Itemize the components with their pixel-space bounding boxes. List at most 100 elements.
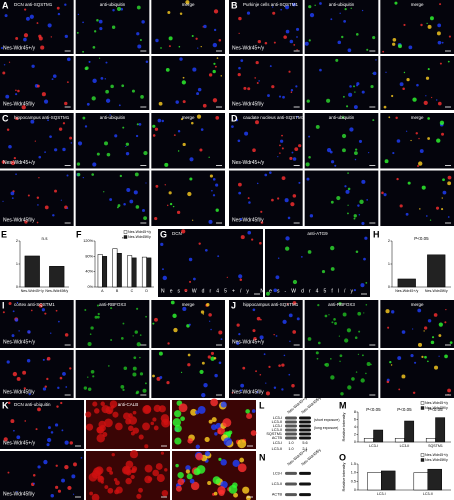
stain	[57, 489, 62, 493]
stain	[37, 465, 41, 469]
stain	[201, 361, 205, 365]
stain	[402, 87, 405, 91]
panel-title: anti-ATG9	[307, 231, 328, 236]
stain	[206, 303, 210, 307]
stain	[50, 36, 53, 38]
stain	[317, 304, 320, 307]
panel-title: DCN anti-ubiquitin	[14, 402, 51, 407]
stain	[203, 24, 207, 29]
stain	[391, 310, 395, 314]
stain	[137, 44, 142, 49]
stain	[435, 99, 438, 101]
bar	[381, 470, 396, 491]
stain	[279, 152, 281, 154]
legend-label: Nes-Wdr45+/y	[425, 401, 448, 405]
stain	[60, 401, 63, 405]
stain	[357, 353, 360, 355]
stain	[255, 120, 259, 125]
bar	[435, 417, 446, 443]
stain	[10, 160, 16, 166]
micrograph	[75, 350, 150, 398]
stain	[123, 202, 126, 206]
stain	[358, 139, 363, 143]
stain	[412, 328, 414, 330]
exposure-note: (long exposure)	[314, 426, 338, 430]
stain	[345, 189, 350, 194]
stain	[344, 7, 347, 11]
micrograph	[75, 113, 150, 169]
stain	[120, 7, 124, 11]
stain	[155, 184, 159, 188]
stain	[196, 114, 202, 119]
stain	[334, 322, 337, 325]
stain	[447, 175, 452, 180]
stain	[372, 119, 375, 122]
stain	[251, 409, 256, 413]
stain	[174, 410, 182, 418]
stain	[182, 76, 185, 79]
bar	[102, 256, 108, 288]
stain	[50, 431, 54, 434]
stain	[424, 326, 428, 330]
stain	[164, 184, 166, 186]
stain	[36, 84, 40, 88]
stain	[238, 332, 241, 336]
stain	[185, 0, 190, 5]
stain	[64, 440, 69, 445]
stain	[449, 341, 453, 344]
stain	[326, 98, 331, 103]
exposure-note: (short exposure)	[314, 418, 339, 422]
stain	[106, 466, 113, 473]
y-tick-label: 80%	[85, 254, 93, 258]
micrograph	[0, 451, 84, 500]
stain	[339, 354, 343, 358]
stain	[64, 34, 68, 39]
stain	[198, 242, 201, 245]
stain	[207, 480, 212, 485]
stain	[145, 315, 147, 318]
stain	[307, 250, 312, 254]
stain	[385, 71, 387, 73]
stain	[182, 142, 186, 147]
stain	[76, 31, 79, 34]
stain	[92, 375, 95, 378]
stain	[197, 47, 199, 49]
stain	[434, 365, 439, 370]
stain	[38, 177, 40, 179]
stain	[197, 406, 206, 414]
stain	[22, 370, 27, 375]
stain	[304, 41, 309, 46]
stain	[237, 139, 241, 143]
stain	[386, 380, 390, 384]
stain	[208, 156, 210, 158]
stain	[152, 124, 156, 128]
stain	[383, 105, 387, 109]
stain	[55, 464, 58, 467]
stain	[429, 219, 432, 221]
stain	[292, 330, 297, 334]
stain	[47, 119, 49, 122]
genotype-label: Nes-Wdr45fl/y	[3, 101, 35, 107]
stain	[210, 356, 215, 361]
panel-letter: G	[160, 229, 167, 239]
stain	[364, 236, 368, 240]
stain	[273, 386, 277, 389]
stain	[129, 199, 134, 204]
stain	[339, 12, 341, 15]
annotation: P<0.05	[414, 236, 429, 241]
stain	[212, 177, 216, 181]
stain	[396, 177, 399, 181]
blot-band	[299, 416, 311, 420]
stain	[358, 330, 361, 333]
band-label: SQSTM1	[266, 432, 282, 436]
stain	[13, 157, 16, 160]
stain	[237, 463, 247, 473]
stain	[37, 407, 41, 412]
panel-title: DCN	[172, 231, 182, 236]
stain	[132, 427, 140, 434]
panel-title: Purkinje cells anti-SQSTM1	[243, 2, 299, 7]
stain	[125, 151, 130, 156]
stain	[298, 181, 301, 184]
stain	[439, 62, 442, 65]
stain	[36, 22, 39, 24]
